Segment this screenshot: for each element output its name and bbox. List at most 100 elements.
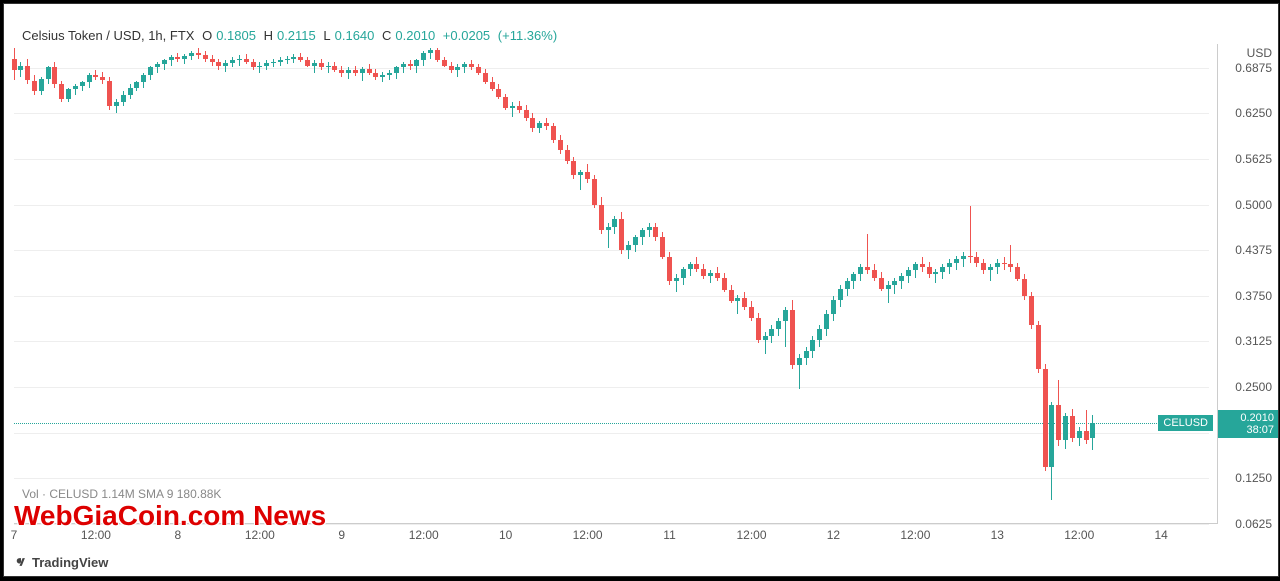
candle	[162, 44, 167, 524]
time-tick: 10	[499, 528, 512, 542]
candle	[640, 44, 645, 524]
candle	[230, 44, 235, 524]
time-tick: 12:00	[1064, 528, 1094, 542]
candle	[838, 44, 843, 524]
volume-legend: Vol · CELUSD 1.14M SMA 9 180.88K	[22, 487, 221, 501]
time-tick: 9	[338, 528, 345, 542]
price-tick: 0.5625	[1235, 152, 1272, 166]
candle	[824, 44, 829, 524]
last-price-tag: 0.201038:07	[1218, 410, 1278, 438]
candle	[886, 44, 891, 524]
candle	[510, 44, 515, 524]
price-tick: 0.2500	[1235, 380, 1272, 394]
candle	[237, 44, 242, 524]
candle	[899, 44, 904, 524]
candle	[913, 44, 918, 524]
ohlc-o: 0.1805	[216, 28, 256, 43]
candle	[346, 44, 351, 524]
chart-area[interactable]: Celsius Token / USD, 1h, FTX O0.1805 H0.…	[14, 26, 1278, 546]
candle	[742, 44, 747, 524]
candle	[708, 44, 713, 524]
chart-legend: Celsius Token / USD, 1h, FTX O0.1805 H0.…	[22, 28, 561, 43]
candle	[59, 44, 64, 524]
candle	[1090, 44, 1095, 524]
candle	[1029, 44, 1034, 524]
candle	[1022, 44, 1027, 524]
candle	[865, 44, 870, 524]
candle	[817, 44, 822, 524]
candle	[414, 44, 419, 524]
candle	[291, 44, 296, 524]
candle	[155, 44, 160, 524]
candle	[879, 44, 884, 524]
ohlc-chg-pct: (+11.36%)	[498, 28, 557, 43]
candle	[606, 44, 611, 524]
candle	[203, 44, 208, 524]
candle	[25, 44, 30, 524]
candle	[633, 44, 638, 524]
candle	[763, 44, 768, 524]
chart-frame: Celsius Token / USD, 1h, FTX O0.1805 H0.…	[3, 3, 1279, 577]
candle	[694, 44, 699, 524]
candle	[845, 44, 850, 524]
candle	[80, 44, 85, 524]
candle	[169, 44, 174, 524]
candle	[141, 44, 146, 524]
price-plot[interactable]	[14, 44, 1209, 524]
candle	[544, 44, 549, 524]
symbol-tag: CELUSD	[1158, 415, 1213, 431]
candle	[271, 44, 276, 524]
candle	[360, 44, 365, 524]
candle	[257, 44, 262, 524]
symbol-title: Celsius Token / USD, 1h, FTX	[22, 28, 194, 43]
candle	[920, 44, 925, 524]
candle	[442, 44, 447, 524]
price-tick: 0.6875	[1235, 61, 1272, 75]
ohlc-chg: +0.0205	[443, 28, 490, 43]
candle	[892, 44, 897, 524]
candle	[73, 44, 78, 524]
candle	[1063, 44, 1068, 524]
time-tick: 12:00	[409, 528, 439, 542]
ohlc-l-label: L	[323, 28, 330, 43]
footer-label: TradingView	[32, 555, 108, 570]
candle	[1049, 44, 1054, 524]
candle	[134, 44, 139, 524]
ohlc-c: 0.2010	[395, 28, 435, 43]
candle	[373, 44, 378, 524]
candle	[851, 44, 856, 524]
candle	[128, 44, 133, 524]
candle	[189, 44, 194, 524]
candle	[653, 44, 658, 524]
candle	[585, 44, 590, 524]
candle	[182, 44, 187, 524]
candle	[1002, 44, 1007, 524]
candle	[810, 44, 815, 524]
price-tick: 0.5000	[1235, 198, 1272, 212]
candle	[12, 44, 17, 524]
candle	[114, 44, 119, 524]
candle	[66, 44, 71, 524]
candle	[940, 44, 945, 524]
candle	[626, 44, 631, 524]
candle	[148, 44, 153, 524]
candle	[681, 44, 686, 524]
candle	[947, 44, 952, 524]
candle	[927, 44, 932, 524]
candle	[455, 44, 460, 524]
candle	[578, 44, 583, 524]
candle	[100, 44, 105, 524]
candle	[490, 44, 495, 524]
price-axis[interactable]: USD 0.68750.62500.56250.50000.43750.3750…	[1217, 44, 1278, 524]
candle	[858, 44, 863, 524]
candle	[326, 44, 331, 524]
candle	[537, 44, 542, 524]
candle	[46, 44, 51, 524]
candle	[387, 44, 392, 524]
candle	[223, 44, 228, 524]
candle	[476, 44, 481, 524]
tradingview-logo[interactable]: TradingView	[14, 555, 108, 570]
ohlc-c-label: C	[382, 28, 391, 43]
candle	[756, 44, 761, 524]
candle	[210, 44, 215, 524]
